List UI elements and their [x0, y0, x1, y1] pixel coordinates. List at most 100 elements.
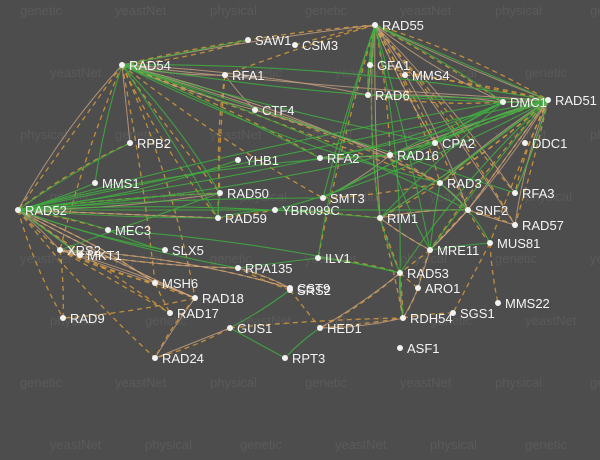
node-sgs1[interactable]: SGS1 — [443, 303, 495, 323]
node-ddc1[interactable]: DDC1 — [515, 133, 567, 153]
node-rad9[interactable]: RAD9 — [53, 308, 105, 328]
node-label-aro1: ARO1 — [425, 281, 460, 296]
node-dot-mkt1 — [77, 252, 83, 258]
watermark-text: physical — [210, 3, 257, 18]
node-gus1[interactable]: GUS1 — [220, 318, 272, 338]
node-dot-rad57 — [512, 222, 518, 228]
node-dot-rad17 — [167, 310, 173, 316]
node-dot-rfa3 — [512, 190, 518, 196]
watermark-text: physical — [145, 437, 192, 452]
watermark-text: genetic — [525, 65, 567, 80]
node-dot-rad51 — [545, 97, 551, 103]
node-dot-mre11 — [427, 247, 433, 253]
node-dot-msh6 — [152, 280, 158, 286]
node-asf1[interactable]: ASF1 — [390, 338, 440, 358]
node-label-mms22: MMS22 — [505, 296, 550, 311]
node-rad51[interactable]: RAD51 — [538, 90, 597, 110]
node-rpt3[interactable]: RPT3 — [275, 348, 325, 368]
watermark-text: physical — [495, 3, 542, 18]
node-rad57[interactable]: RAD57 — [505, 215, 564, 235]
watermark-text: physical — [495, 375, 542, 390]
node-mre11[interactable]: MRE11 — [420, 240, 479, 260]
node-label-rad18: RAD18 — [202, 291, 244, 306]
watermark-text: genetic — [525, 437, 567, 452]
node-rfa3[interactable]: RFA3 — [505, 183, 555, 203]
node-dot-rad18 — [192, 295, 198, 301]
node-dot-csm3 — [292, 42, 298, 48]
edge-edge-physical — [375, 25, 380, 218]
watermark-text: yeastNet — [400, 3, 452, 18]
watermark-text: physical — [430, 437, 477, 452]
node-label-hed1: HED1 — [327, 321, 362, 336]
watermark-text: yeastNet — [525, 313, 577, 328]
edge-edge-assoc — [60, 193, 220, 250]
node-dot-rad59 — [215, 215, 221, 221]
watermark-text: yeastNet — [400, 375, 452, 390]
watermark-text: genetic — [590, 375, 600, 390]
node-label-rad57: RAD57 — [522, 218, 564, 233]
edge-edge-physical — [155, 328, 230, 358]
edge-edge-genetic — [375, 25, 515, 193]
watermark-text: physical — [590, 127, 600, 142]
node-dot-asf1 — [397, 345, 403, 351]
node-dot-smt3 — [320, 195, 326, 201]
watermark-text: genetic — [305, 375, 347, 390]
node-yhb1[interactable]: YHB1 — [228, 150, 279, 170]
watermark-text: genetic — [590, 3, 600, 18]
edge-edge-physical — [18, 65, 122, 210]
node-dot-ilv1 — [315, 255, 321, 261]
node-rad18[interactable]: RAD18 — [185, 288, 244, 308]
node-mus81[interactable]: MUS81 — [480, 233, 540, 253]
node-dot-xrs2 — [57, 247, 63, 253]
edge-edge-genetic — [453, 243, 490, 313]
node-dot-rad3 — [437, 180, 443, 186]
node-label-rpt3: RPT3 — [292, 351, 325, 366]
edge-edge-assoc — [230, 290, 290, 328]
watermark-text: yeastNet — [335, 437, 387, 452]
node-label-smt3: SMT3 — [330, 191, 365, 206]
watermark-text: yeastNet — [240, 313, 292, 328]
watermark-text: genetic — [305, 3, 347, 18]
node-dot-rdh54 — [400, 315, 406, 321]
node-rad24[interactable]: RAD24 — [145, 348, 204, 368]
node-aro1[interactable]: ARO1 — [408, 278, 460, 298]
node-rad55[interactable]: RAD55 — [365, 15, 424, 35]
node-dot-rad52 — [15, 207, 21, 213]
edge-edge-assoc — [238, 258, 318, 268]
node-slx5[interactable]: SLX5 — [155, 240, 204, 260]
node-label-mre11: MRE11 — [437, 243, 479, 258]
node-mms22[interactable]: MMS22 — [488, 293, 550, 313]
node-srs2[interactable]: SRS2 — [280, 280, 331, 300]
node-rpb2[interactable]: RPB2 — [120, 133, 171, 153]
edge-edge-assoc — [375, 25, 548, 100]
node-label-rad53: RAD53 — [407, 266, 449, 281]
watermark-text: physical — [20, 127, 67, 142]
node-dot-cpa2 — [432, 140, 438, 146]
node-dot-ctf4 — [252, 107, 258, 113]
node-label-mus81: MUS81 — [497, 236, 540, 251]
node-dot-rim1 — [377, 215, 383, 221]
graph-svg: genetic yeastNet physical genetic yeastNet ph… — [0, 0, 600, 460]
node-dot-saw1 — [245, 37, 251, 43]
node-dot-gus1 — [227, 325, 233, 331]
watermark-text: yeastNet — [590, 251, 600, 266]
node-label-rfa3: RFA3 — [522, 186, 555, 201]
node-label-rpa135: RPA135 — [245, 261, 292, 276]
node-dot-snf2 — [465, 207, 471, 213]
node-rad50[interactable]: RAD50 — [210, 183, 269, 203]
node-dot-gfa1 — [367, 62, 373, 68]
watermark-text: physical — [525, 189, 572, 204]
node-dot-aro1 — [415, 285, 421, 291]
node-dot-rad24 — [152, 355, 158, 361]
node-dot-rpa135 — [235, 265, 241, 271]
node-label-snf2: SNF2 — [475, 203, 508, 218]
node-dot-rpb2 — [127, 140, 133, 146]
node-dot-rfa2 — [317, 155, 323, 161]
watermark-text: yeastNet — [50, 65, 102, 80]
watermark-text: genetic — [20, 375, 62, 390]
watermark-text: genetic — [20, 3, 62, 18]
edge-edge-assoc — [122, 40, 248, 65]
node-dot-rpt3 — [282, 355, 288, 361]
node-dot-yhb1 — [235, 157, 241, 163]
node-label-sgs1: SGS1 — [460, 306, 495, 321]
